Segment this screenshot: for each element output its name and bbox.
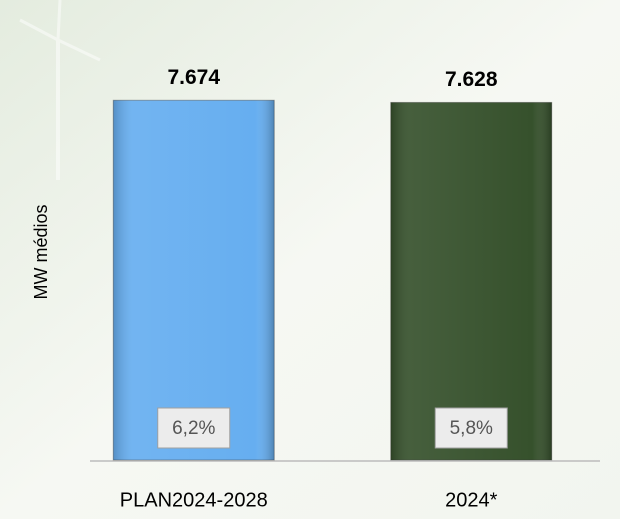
share-label: 6,2% xyxy=(172,418,215,439)
value-label: 7.674 xyxy=(167,66,220,89)
y-axis-title: MW médios xyxy=(31,204,51,299)
value-label: 7.628 xyxy=(445,68,498,91)
share-label: 5,8% xyxy=(450,418,493,439)
share-box xyxy=(434,407,508,449)
bar-shade xyxy=(390,102,552,460)
turbine xyxy=(19,0,101,180)
x-tick-label: PLAN2024-2028 xyxy=(120,489,268,511)
share-box xyxy=(157,407,231,449)
bar-shade xyxy=(113,100,275,460)
x-tick-label: 2024* xyxy=(445,489,497,511)
